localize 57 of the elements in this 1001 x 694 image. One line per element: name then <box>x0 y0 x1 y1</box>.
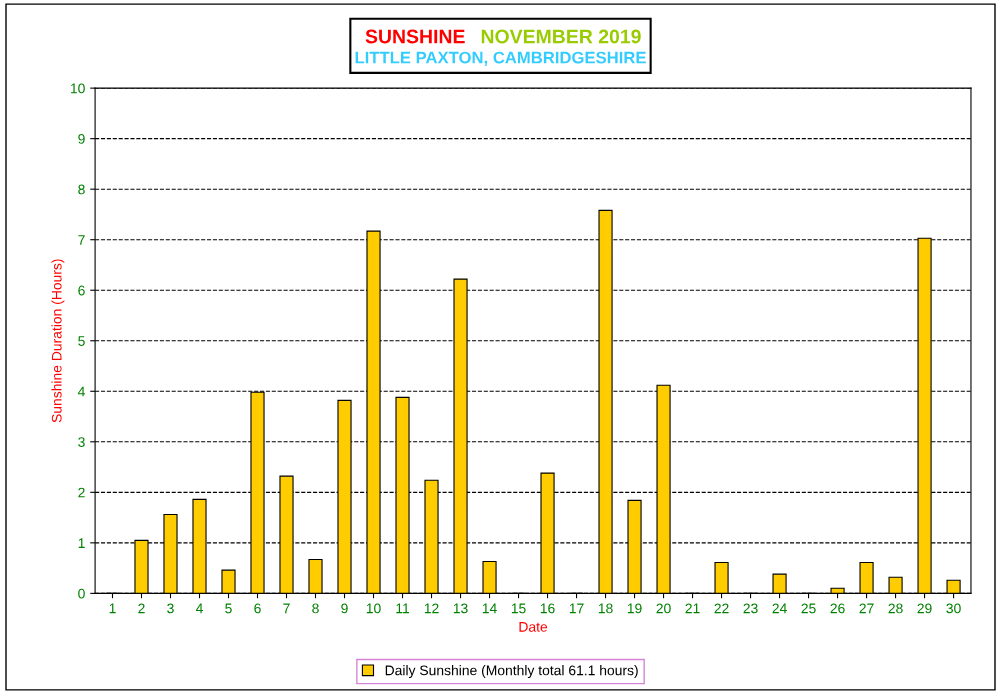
x-tick-label: 1 <box>109 603 116 614</box>
y-tick-label: 0 <box>78 588 85 599</box>
x-tick-label: 24 <box>772 603 787 614</box>
legend-label: Daily Sunshine (Monthly total 61.1 hours) <box>385 665 638 679</box>
x-tick-label: 9 <box>341 603 348 614</box>
x-tick-label: 17 <box>569 603 584 614</box>
x-tick-label: 28 <box>888 603 903 614</box>
x-tick-label: 20 <box>656 603 671 614</box>
y-tick-label: 2 <box>78 487 85 498</box>
x-tick-label: 19 <box>627 603 642 614</box>
x-tick-label: 22 <box>714 603 729 614</box>
y-tick-label: 5 <box>78 336 85 346</box>
bar <box>221 569 236 594</box>
x-tick-label: 15 <box>511 603 526 614</box>
y-axis-title: Sunshine Duration (Hours) <box>51 259 65 423</box>
x-tick-label: 25 <box>801 603 816 614</box>
x-tick-label: 14 <box>482 603 497 614</box>
bar <box>830 587 845 594</box>
x-tick-label: 30 <box>946 603 961 614</box>
y-tick-label: 1 <box>78 538 85 548</box>
bar <box>946 579 961 594</box>
bar <box>772 573 787 594</box>
y-tick-label: 9 <box>78 134 85 144</box>
y-tick-label: 7 <box>78 235 85 245</box>
chart-subtitle: NOVEMBER 2019 <box>481 29 641 44</box>
x-tick-label: 13 <box>453 603 468 614</box>
bar <box>308 558 323 594</box>
x-tick-label: 11 <box>396 603 410 614</box>
x-tick-label: 10 <box>366 603 381 614</box>
x-tick-label: 26 <box>830 603 845 614</box>
x-axis-title: Date <box>519 622 548 632</box>
x-tick-label: 5 <box>225 603 232 614</box>
x-tick-label: 23 <box>743 603 758 614</box>
bar <box>482 560 497 594</box>
y-tick-label: 4 <box>77 386 85 397</box>
y-tick-label: 8 <box>78 184 85 195</box>
x-tick-label: 8 <box>312 603 319 614</box>
bar <box>888 576 903 594</box>
x-tick-label: 6 <box>254 603 261 614</box>
y-tick-label: 10 <box>70 83 85 94</box>
x-tick-label: 4 <box>195 603 203 614</box>
y-tick-label: 3 <box>78 437 85 447</box>
x-tick-label: 29 <box>917 603 932 614</box>
x-tick-label: 12 <box>424 603 439 614</box>
bar <box>859 561 874 594</box>
bar <box>337 399 352 594</box>
chart-title: SUNSHINE <box>365 29 465 44</box>
x-tick-label: 18 <box>598 603 613 614</box>
x-tick-label: 16 <box>540 603 555 614</box>
y-tick-label: 6 <box>78 285 85 296</box>
bar <box>714 561 729 594</box>
x-tick-label: 7 <box>283 603 290 614</box>
x-tick-label: 2 <box>138 603 145 614</box>
x-tick-label: 21 <box>685 603 700 614</box>
x-tick-label: 27 <box>859 603 874 614</box>
text: LITTLE PAXTON, CAMBRIDGESHIRE <box>355 51 646 66</box>
x-tick-label: 3 <box>167 603 174 614</box>
